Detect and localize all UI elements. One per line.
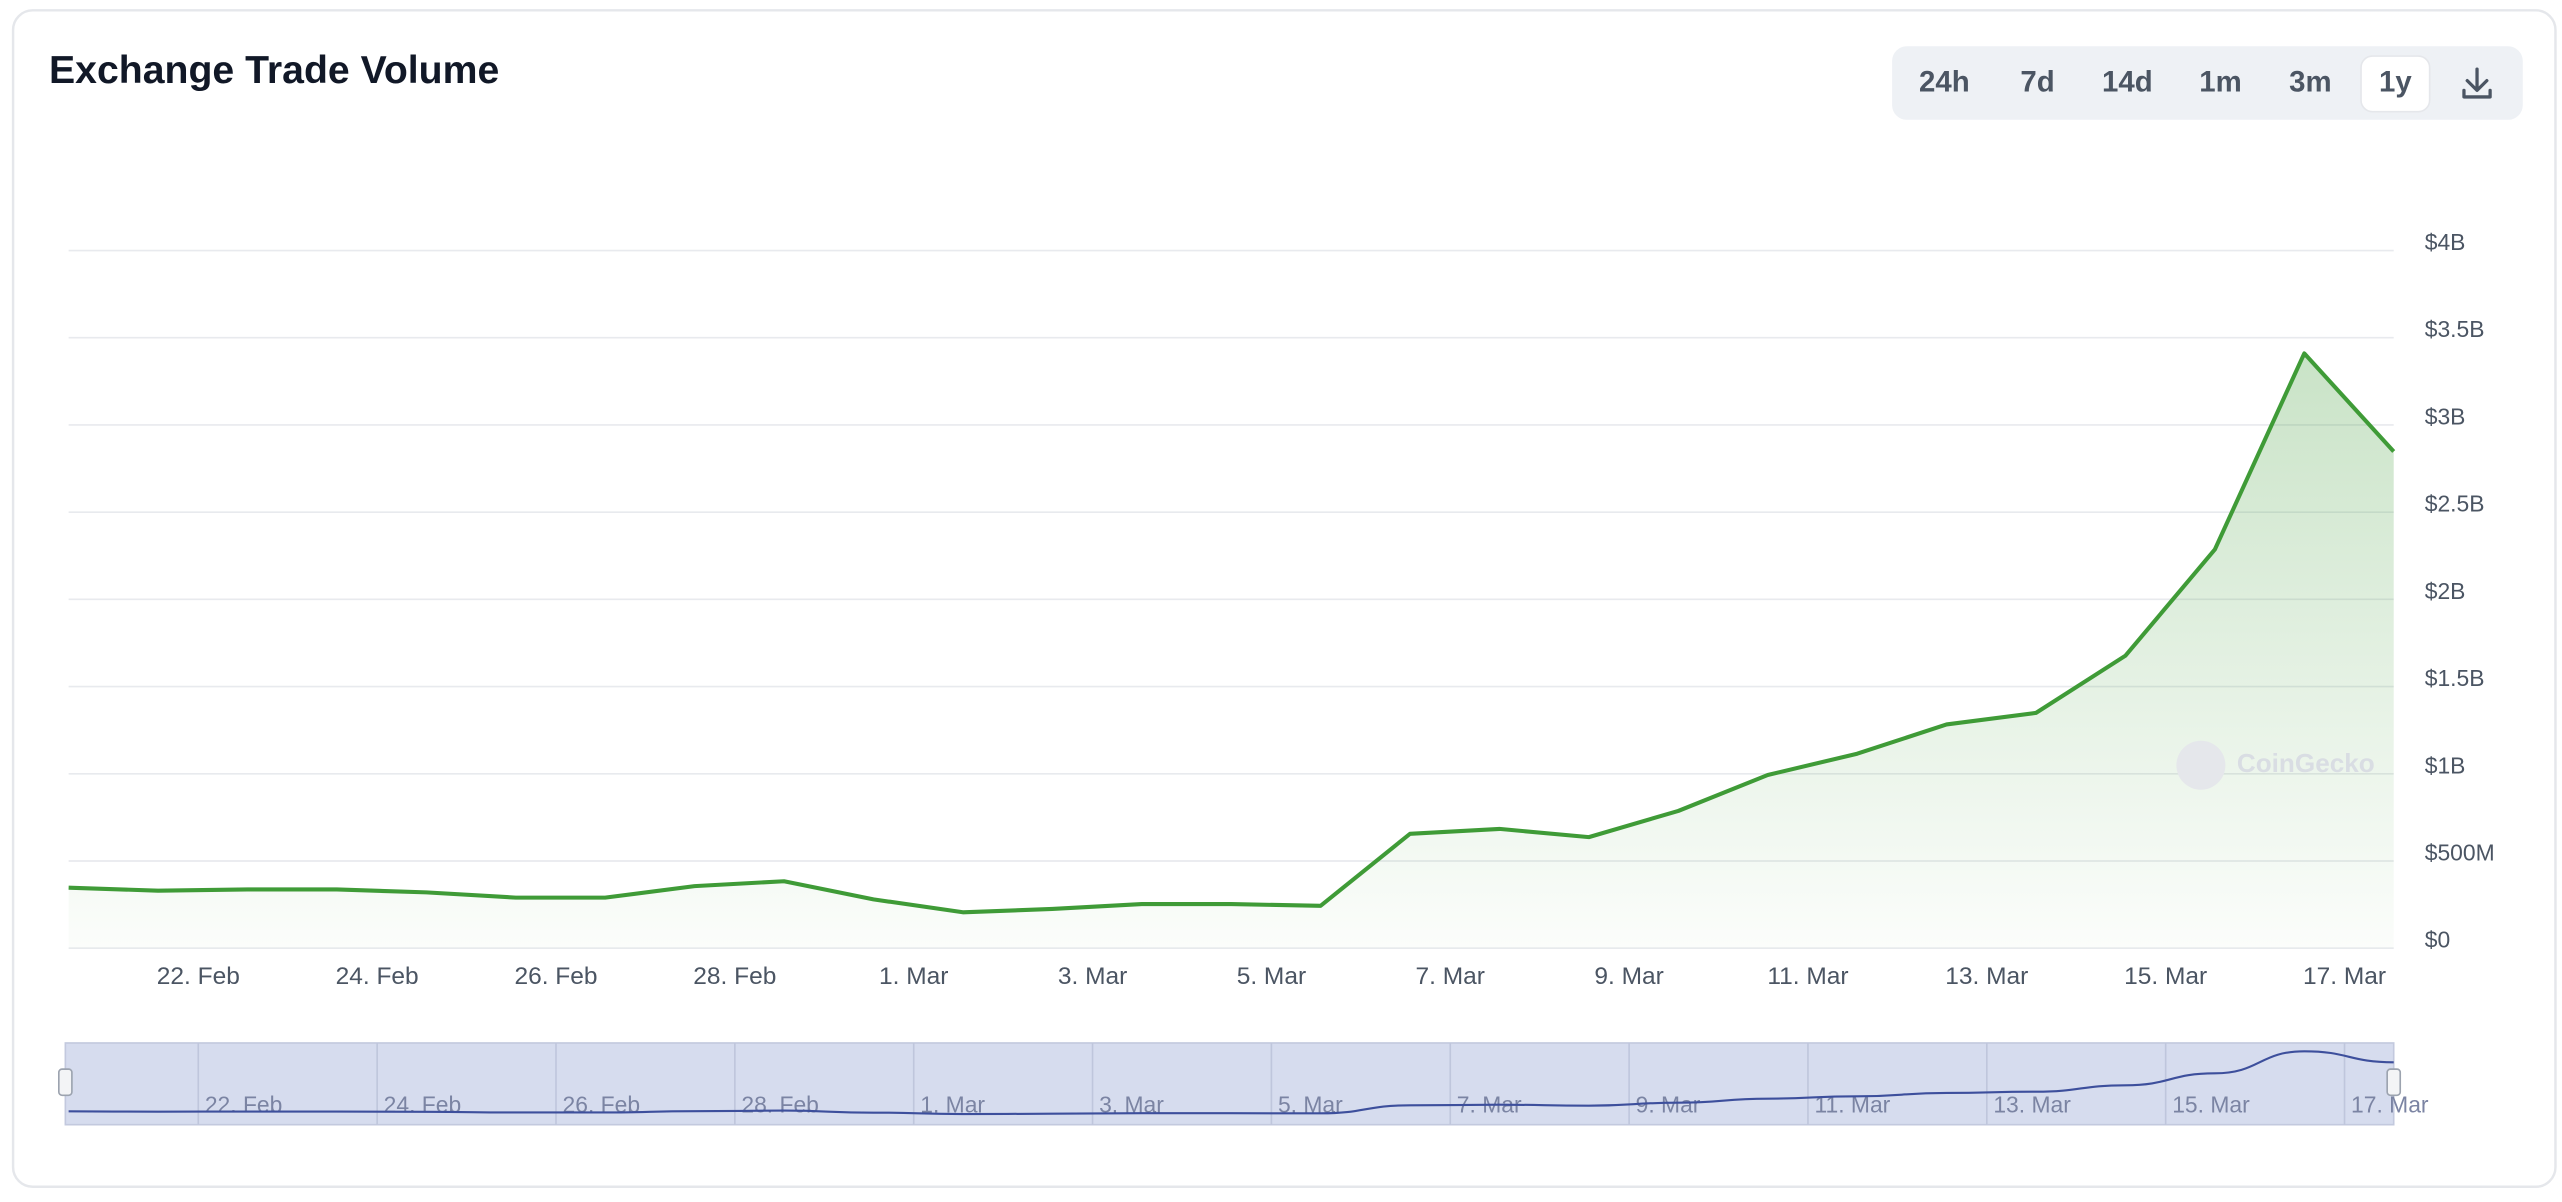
navigator-label: 28. Feb (741, 1092, 819, 1118)
x-tick-label: 22. Feb (157, 963, 240, 990)
x-tick-label: 5. Mar (1237, 963, 1306, 990)
y-tick-label: $500M (2425, 840, 2495, 866)
x-tick-label: 24. Feb (336, 963, 419, 990)
navigator-label: 17. Mar (2351, 1092, 2429, 1118)
range-button[interactable]: 24h (1919, 66, 1970, 99)
x-tick-label: 28. Feb (693, 963, 776, 990)
navigator-label: 13. Mar (1993, 1092, 2071, 1118)
watermark-text: CoinGecko (2237, 748, 2375, 778)
watermark: CoinGecko (2176, 740, 2375, 790)
area-fill (68, 353, 2394, 949)
x-tick-label: 1. Mar (879, 963, 948, 990)
range-button[interactable]: 3m (2289, 66, 2332, 99)
range-button[interactable]: 14d (2102, 66, 2153, 99)
y-tick-label: $1.5B (2425, 665, 2485, 691)
y-tick-label: $2.5B (2425, 491, 2485, 517)
range-button[interactable]: 7d (2020, 66, 2054, 99)
navigator-label: 9. Mar (1636, 1092, 1701, 1118)
x-tick-label: 11. Mar (1767, 963, 1848, 990)
x-tick-label: 15. Mar (2124, 963, 2207, 990)
y-tick-label: $3B (2425, 403, 2466, 429)
download-icon[interactable] (2462, 67, 2492, 99)
y-tick-label: $0 (2425, 927, 2450, 953)
navigator-handle[interactable] (2386, 1068, 2402, 1097)
y-tick-label: $2B (2425, 578, 2466, 604)
watermark-logo (2176, 740, 2226, 790)
navigator-label: 24. Feb (384, 1092, 462, 1118)
y-tick-label: $1B (2425, 752, 2466, 778)
y-tick-label: $4B (2425, 229, 2466, 255)
range-button-active (2360, 55, 2431, 113)
navigator-label: 15. Mar (2172, 1092, 2250, 1118)
volume-line (68, 351, 2396, 915)
x-tick-label: 13. Mar (1945, 963, 2028, 990)
x-tick-label: 9. Mar (1594, 963, 1663, 990)
chart-title: Exchange Trade Volume (49, 49, 499, 92)
x-tick-label: 7. Mar (1416, 963, 1485, 990)
y-tick-label: $3.5B (2425, 316, 2485, 342)
download-button[interactable] (2462, 67, 2492, 99)
range-button[interactable]: 1m (2199, 66, 2242, 99)
navigator-handle[interactable] (58, 1068, 73, 1097)
range-button[interactable]: 1y (2379, 66, 2412, 99)
x-tick-label: 26. Feb (514, 963, 597, 990)
navigator-line (68, 1050, 2394, 1116)
x-tick-label: 17. Mar (2303, 963, 2386, 990)
navigator-label: 22. Feb (205, 1092, 283, 1118)
x-tick-label: 3. Mar (1058, 963, 1127, 990)
navigator-label: 26. Feb (563, 1092, 641, 1118)
